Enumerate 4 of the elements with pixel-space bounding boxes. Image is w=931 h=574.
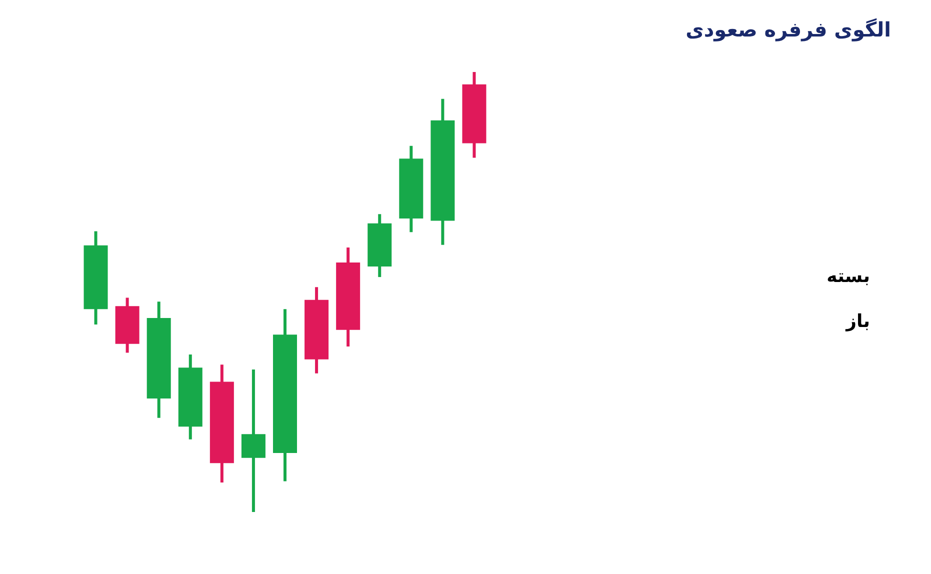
candlestick	[241, 369, 266, 512]
text: الگوی فرفره صعودی	[686, 18, 891, 42]
text: بسته	[826, 266, 870, 287]
text: باز	[845, 311, 870, 332]
